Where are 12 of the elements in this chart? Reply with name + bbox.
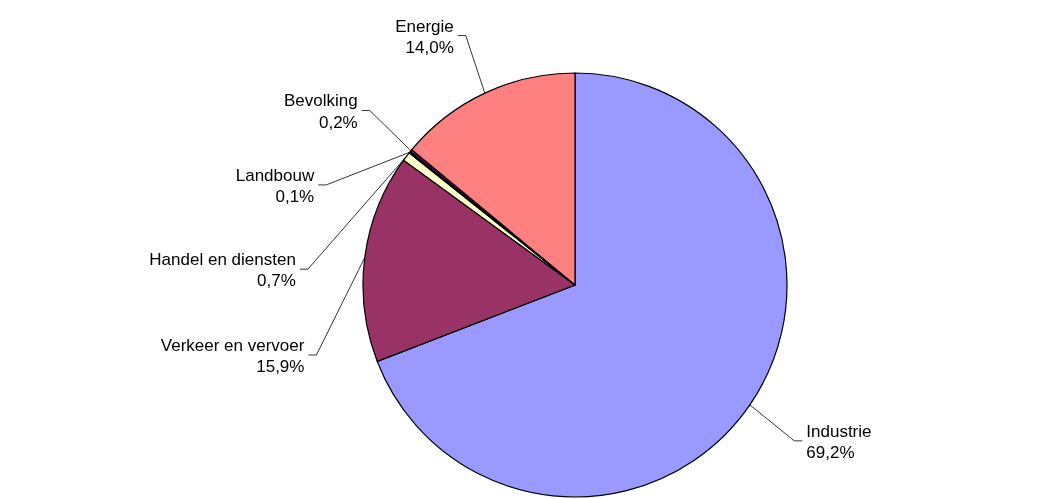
data-label: 15,9% <box>256 357 305 377</box>
data-label: 14,0% <box>405 37 454 57</box>
slice-label: Energie <box>395 16 454 36</box>
data-label: 0,2% <box>318 112 358 132</box>
slice-label: Bevolking <box>283 91 358 111</box>
slice-label: Verkeer en vervoer <box>160 335 305 355</box>
data-label: 0,7% <box>257 271 296 291</box>
data-label: 69,2% <box>806 443 855 463</box>
slice-label: Industrie <box>806 421 872 441</box>
data-label: 0,1% <box>275 187 315 207</box>
slice-label: Landbouw <box>235 165 315 185</box>
slice-label: Handel en diensten <box>149 250 296 270</box>
